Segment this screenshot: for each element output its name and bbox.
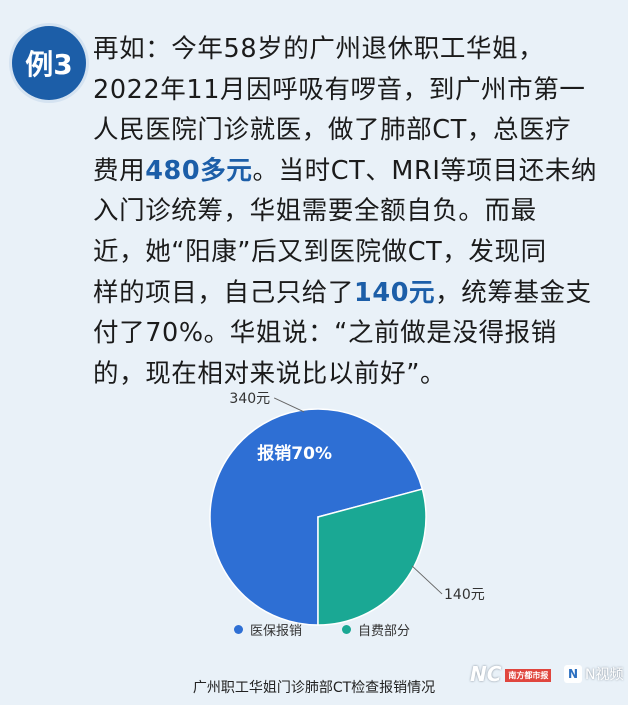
nc-watermark-logo: NC 南方都市报 — [470, 662, 552, 686]
highlight-amount: 480多元 — [145, 155, 253, 186]
story-text: 样的项目，自己只给了 — [93, 277, 355, 308]
story-paragraph: 再如：今年58岁的广州退休职工华姐， 2022年11月因呼吸有啰音，到广州市第一人… — [93, 29, 615, 394]
slice-label-reimbursed: 340元 — [229, 391, 270, 407]
legend-item-reimbursed: 医保报销 — [234, 620, 302, 639]
pie-slice-self-paid — [317, 488, 427, 626]
story-text: 入门诊统筹，华姐需要全额自负。而最 — [93, 196, 537, 227]
legend-swatch-reimbursed — [234, 625, 243, 634]
highlight-amount: 140元 — [354, 277, 436, 308]
story-line: 近，她“阳康”后又到医院做CT，发现同 — [93, 232, 615, 273]
story-text: 的，现在相对来说比以前好”。 — [93, 358, 447, 389]
nc-logo-text: NC — [470, 662, 502, 686]
story-text: 再如：今年58岁的广州退休职工华姐， — [93, 34, 545, 64]
legend-swatch-self-paid — [342, 625, 352, 634]
example-badge: 例3 — [12, 26, 86, 100]
legend-item-self-paid: 自费部分 — [342, 620, 410, 639]
n-video-icon: N — [564, 665, 582, 683]
legend-label-self-paid: 自费部分 — [358, 624, 411, 639]
n-video-label: N视频 — [585, 667, 624, 683]
story-line: 再如：今年58岁的广州退休职工华姐， — [93, 29, 615, 70]
slice-label-self-paid: 140元 — [444, 587, 485, 603]
story-text: 近，她“阳康”后又到医院做CT，发现同 — [93, 236, 547, 267]
story-line: 付了70%。华姐说：“之前做是没得报销 — [93, 313, 615, 354]
story-text: 费用 — [93, 155, 146, 186]
pie-slice-reimbursed — [209, 408, 424, 626]
nc-logo-subtitle: 南方都市报 — [505, 669, 552, 682]
leader-line — [411, 565, 443, 595]
leader-line — [273, 397, 305, 413]
story-line: 的，现在相对来说比以前好”。 — [93, 354, 615, 395]
story-text: 2022年11月因呼吸有啰音，到广州市第一 — [93, 74, 586, 105]
story-line: 2022年11月因呼吸有啰音，到广州市第一 — [93, 70, 615, 111]
story-line: 费用480多元。当时CT、MRI等项目还未纳 — [93, 151, 615, 192]
story-line: 入门诊统筹，华姐需要全额自负。而最 — [93, 191, 615, 232]
story-line: 人民医院门诊就医，做了肺部CT，总医疗 — [93, 110, 615, 151]
n-video-watermark-logo: N N视频 — [564, 664, 623, 684]
slice-inner-label-reimbursed: 报销70% — [257, 443, 332, 464]
legend-label-reimbursed: 医保报销 — [250, 624, 303, 639]
story-text: ，统筹基金支 — [435, 277, 592, 308]
story-text: 付了70%。华姐说：“之前做是没得报销 — [93, 318, 557, 349]
story-text: 人民医院门诊就医，做了肺部CT，总医疗 — [93, 115, 572, 146]
story-text: 。当时CT、MRI等项目还未纳 — [252, 155, 598, 186]
chart-caption: 广州职工华姐门诊肺部CT检查报销情况 — [192, 680, 436, 696]
story-line: 样的项目，自己只给了140元，统筹基金支 — [93, 273, 615, 314]
chart-legend: 医保报销 自费部分 — [234, 620, 450, 639]
